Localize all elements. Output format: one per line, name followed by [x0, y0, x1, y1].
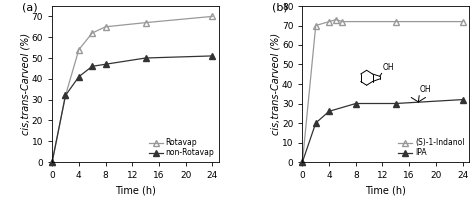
(S)-1-Indanol — [393, 20, 399, 23]
Rotavap — [89, 32, 95, 34]
(S)-1-Indanol — [333, 18, 338, 21]
Text: OH: OH — [383, 63, 394, 72]
Rotavap — [210, 15, 215, 18]
(S)-1-Indanol — [339, 20, 345, 23]
non-Rotavap — [210, 55, 215, 57]
Text: (b): (b) — [273, 3, 288, 13]
Legend: (S)-1-Indanol, IPA: (S)-1-Indanol, IPA — [398, 138, 465, 158]
(S)-1-Indanol — [326, 20, 332, 23]
non-Rotavap — [49, 161, 55, 163]
Line: (S)-1-Indanol: (S)-1-Indanol — [299, 17, 466, 165]
Rotavap — [76, 48, 82, 51]
IPA — [300, 161, 305, 163]
Text: (a): (a) — [22, 3, 38, 13]
IPA — [326, 110, 332, 112]
(S)-1-Indanol — [313, 24, 319, 27]
Rotavap — [63, 94, 68, 97]
(S)-1-Indanol — [460, 20, 465, 23]
Line: Rotavap: Rotavap — [49, 13, 216, 165]
IPA — [313, 122, 319, 124]
non-Rotavap — [143, 57, 148, 59]
Y-axis label: cis,trans-Carveol (%): cis,trans-Carveol (%) — [20, 33, 30, 135]
Rotavap — [49, 161, 55, 163]
Text: OH: OH — [419, 85, 431, 94]
IPA — [393, 102, 399, 105]
non-Rotavap — [63, 94, 68, 97]
Y-axis label: cis,trans-Carveol (%): cis,trans-Carveol (%) — [271, 33, 281, 135]
Rotavap — [143, 21, 148, 24]
non-Rotavap — [103, 63, 109, 65]
non-Rotavap — [89, 65, 95, 68]
IPA — [353, 102, 359, 105]
IPA — [460, 98, 465, 101]
Legend: Rotavap, non-Rotavap: Rotavap, non-Rotavap — [148, 138, 215, 158]
(S)-1-Indanol — [300, 161, 305, 163]
Line: non-Rotavap: non-Rotavap — [49, 53, 216, 165]
X-axis label: Time (h): Time (h) — [365, 186, 406, 196]
Line: IPA: IPA — [299, 96, 466, 165]
Rotavap — [103, 26, 109, 28]
X-axis label: Time (h): Time (h) — [115, 186, 156, 196]
non-Rotavap — [76, 76, 82, 78]
